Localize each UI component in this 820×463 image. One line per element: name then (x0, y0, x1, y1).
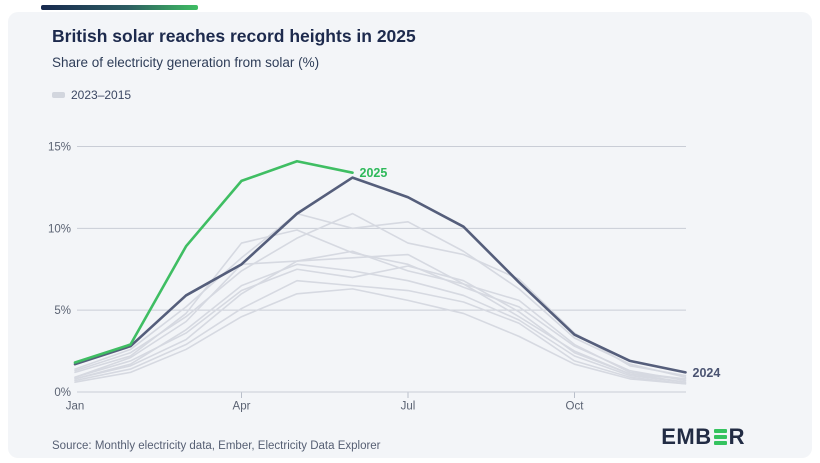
page-title: British solar reaches record heights in … (52, 26, 416, 46)
series-end-label-2024: 2024 (693, 366, 721, 380)
legend: 2023–2015 (52, 88, 131, 102)
ytick-label: 5% (54, 305, 71, 317)
series-line-2017 (74, 263, 687, 383)
ember-logo: EMB R (661, 426, 745, 448)
legend-swatch-gray-years (52, 92, 65, 98)
chart-series-lines (73, 159, 687, 385)
legend-label: 2023–2015 (71, 88, 132, 102)
series-line-2016 (74, 279, 687, 385)
source-note: Source: Monthly electricity data, Ember,… (52, 440, 381, 452)
xtick-label: Jul (401, 401, 416, 413)
series-line-2024 (73, 176, 687, 374)
ember-logo-text-r: R (728, 424, 745, 449)
accent-bar (41, 5, 198, 10)
series-end-label-2025: 2025 (360, 166, 388, 180)
ember-logo-text-emb: EMB (661, 424, 712, 449)
ytick-label: 15% (48, 142, 71, 154)
series-line-2015 (74, 288, 687, 385)
ember-logo-green-e-icon (713, 429, 727, 445)
series-line-2021 (74, 250, 687, 380)
xtick-label: Oct (566, 401, 585, 413)
series-line-2025 (73, 159, 354, 364)
series-line-2020 (74, 229, 687, 382)
chart-series-end-labels: 2025 2024 (360, 166, 721, 380)
chart-axis-labels: 0% 5% 10% 15% Jan Apr Jul Oct (48, 142, 584, 413)
ytick-label: 0% (54, 387, 71, 399)
page-subtitle: Share of electricity generation from sol… (52, 55, 320, 70)
series-line-2018 (74, 253, 687, 383)
xtick-label: Jan (66, 401, 85, 413)
series-line-2022 (74, 212, 687, 379)
xtick-label: Apr (233, 401, 251, 413)
ytick-label: 10% (48, 223, 71, 235)
series-line-2019 (74, 265, 687, 380)
